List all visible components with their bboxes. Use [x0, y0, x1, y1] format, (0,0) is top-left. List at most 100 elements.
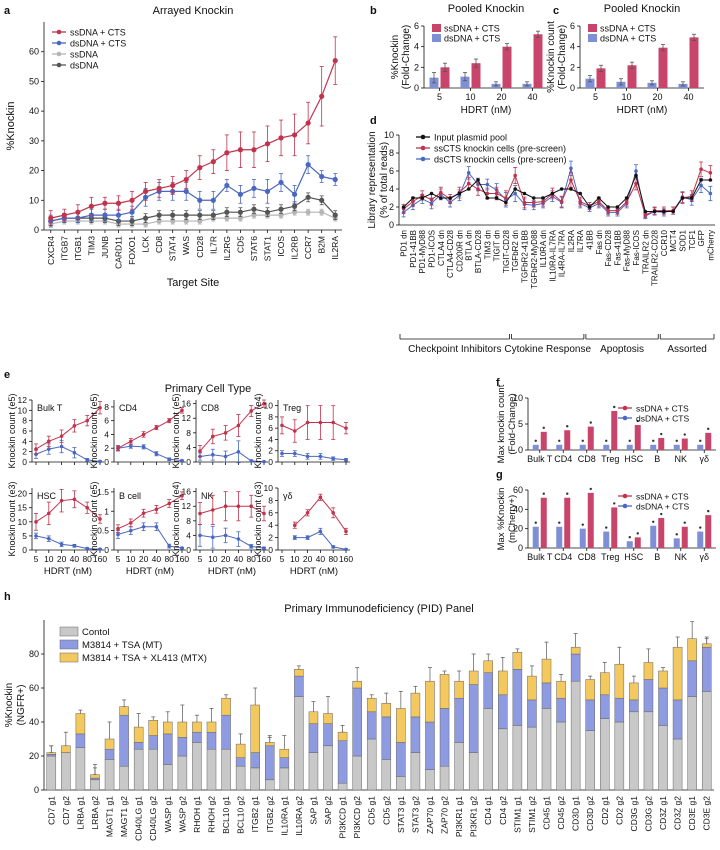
series-ssdna-cts	[48, 36, 338, 226]
y-tick-label: 4	[268, 520, 273, 530]
x-tick-label: 10	[621, 92, 631, 102]
x-tick-label: LCK	[141, 236, 151, 253]
bar	[611, 507, 618, 548]
x-tick-label: Bulk T	[527, 454, 553, 464]
bar-segment	[75, 733, 86, 748]
y-tick-label: 0	[389, 220, 394, 230]
data-point	[167, 544, 171, 548]
data-point	[429, 198, 434, 202]
y-tick-label: 10	[264, 483, 274, 493]
replicate-dot	[652, 439, 655, 442]
y-tick-label: 4	[22, 436, 27, 446]
y-tick-label: 40	[29, 106, 39, 116]
x-tick-label: BCL10 g1	[221, 796, 231, 834]
group-label: Apoptosis	[600, 344, 644, 355]
bar-segment	[206, 731, 217, 750]
legend-marker	[56, 62, 62, 68]
bar-segment	[279, 748, 290, 758]
y-tick-label: 10	[18, 517, 28, 527]
y-axis-label-line2: (% of total reads)	[379, 142, 390, 218]
data-point	[198, 511, 202, 516]
x-tick-label: CD2 g2	[614, 796, 624, 825]
x-tick-label: PD1-41BB	[409, 230, 418, 268]
replicate-dot	[628, 439, 631, 442]
group-label: Cytokine Response	[504, 344, 591, 355]
series-0	[401, 173, 713, 214]
series-line	[199, 534, 265, 549]
y-tick-label: 6	[570, 21, 575, 31]
x-tick-label: MAGT1 g1	[105, 796, 115, 837]
bar-segment	[468, 670, 479, 685]
y-tick-label: 20	[29, 166, 39, 176]
data-point	[699, 183, 703, 188]
data-point	[141, 432, 146, 437]
y-tick-label: 10	[29, 195, 39, 205]
x-tick-label: BCL10 g2	[236, 796, 246, 834]
data-point	[156, 185, 162, 191]
data-point	[72, 543, 77, 548]
bar-segment	[498, 694, 508, 730]
subplot-title: Bulk T	[37, 403, 63, 413]
legend-swatch	[588, 24, 597, 32]
data-point	[61, 212, 67, 218]
data-point	[466, 187, 471, 191]
bar-segment	[687, 696, 697, 791]
bar-segment	[294, 696, 304, 791]
subplot-title: γδ	[283, 491, 293, 501]
x-tick-label: MAGT1 g2	[119, 796, 129, 837]
data-point	[48, 215, 54, 221]
bar	[564, 430, 571, 450]
data-point	[318, 529, 323, 534]
bar-segment	[337, 740, 348, 784]
x-tick-label: CD40LG g2	[148, 796, 158, 841]
x-tick-label: PD1-MyD88	[418, 229, 427, 273]
y-axis-label-line1: Max %Knockin	[496, 488, 507, 551]
bar	[540, 497, 547, 548]
legend-label: dsDNA + CTS	[444, 34, 500, 44]
replicate-dot	[566, 425, 569, 428]
bar-segment	[585, 730, 595, 791]
bar-segment	[46, 752, 57, 755]
data-point	[180, 493, 184, 498]
data-point	[587, 205, 592, 209]
x-tick-label: TGFbR2-MyD88	[530, 229, 539, 288]
bar-segment	[498, 670, 508, 696]
data-point	[569, 166, 573, 171]
bar-segment	[483, 672, 494, 709]
data-point	[88, 203, 95, 209]
x-tick-label: 20	[221, 554, 231, 564]
data-point	[278, 135, 284, 141]
legend-label: ssDNA + CTS	[444, 24, 500, 34]
bar-segment	[381, 716, 392, 760]
panel-label: h	[4, 591, 11, 603]
x-tick-label: 41BB	[586, 230, 595, 250]
bar	[579, 528, 586, 548]
bar	[697, 531, 704, 548]
bar-segment	[264, 742, 275, 747]
replicate-dot	[542, 492, 545, 495]
data-point	[210, 197, 216, 203]
data-point	[643, 213, 648, 217]
data-point	[671, 209, 675, 214]
x-tick-label: TRAILR2-CD28	[651, 229, 660, 286]
x-tick-label: IL10RA dn	[539, 230, 548, 267]
data-point	[129, 444, 133, 448]
x-tick-label: STAT3 g1	[396, 796, 406, 833]
data-point	[634, 181, 638, 186]
data-point	[251, 206, 257, 212]
legend-label: M3814 + TSA + XL413 (MTX)	[82, 653, 207, 664]
data-point	[305, 194, 311, 200]
y-tick-label: 4	[570, 42, 575, 52]
data-point	[237, 209, 244, 215]
x-tick-label: CTLA4-CD28	[446, 229, 455, 278]
data-point	[291, 203, 298, 209]
x-tick-label: 20	[139, 554, 149, 564]
x-tick-label: CARD11	[114, 236, 124, 269]
x-tick-label: 80	[82, 554, 92, 564]
legend-label: ssCTS knockin cells (pre-screen)	[434, 144, 566, 154]
legend-label: ssDNA + CTS	[636, 404, 689, 414]
y-tick-label: 10	[264, 401, 274, 411]
data-point	[85, 458, 89, 462]
